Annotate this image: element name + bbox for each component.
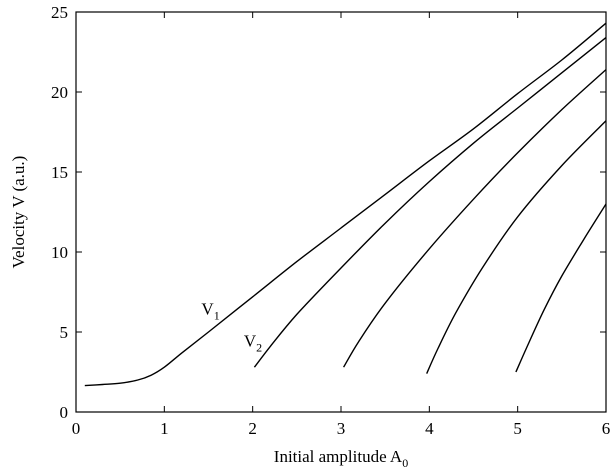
y-tick-label: 15 xyxy=(51,163,68,182)
x-tick-label: 6 xyxy=(602,419,610,438)
plot-frame xyxy=(75,11,607,413)
series-label-1: V1 xyxy=(201,299,219,322)
y-tick-label: 5 xyxy=(60,323,69,342)
x-tick-label: 1 xyxy=(160,419,169,438)
x-tick-label: 0 xyxy=(72,419,81,438)
series-line-2 xyxy=(253,37,607,368)
y-axis-title: Velocity V (a.u.) xyxy=(9,156,28,269)
series-line-4 xyxy=(426,120,607,374)
series-line-5 xyxy=(515,203,607,373)
series-line-1 xyxy=(84,22,607,387)
axis-ticks xyxy=(75,11,607,413)
x-axis-title: Initial amplitude A0 xyxy=(274,447,408,470)
x-tick-label: 4 xyxy=(425,419,434,438)
series-line-3 xyxy=(343,69,607,368)
x-tick-label: 5 xyxy=(513,419,522,438)
x-tick-label: 3 xyxy=(337,419,346,438)
y-tick-label: 0 xyxy=(60,403,69,422)
y-tick-label: 25 xyxy=(51,3,68,22)
series-lines xyxy=(84,22,607,387)
series-label-2: V2 xyxy=(244,331,262,354)
tick-labels: 0 1 2 3 4 5 6 0 5 10 15 20 25 xyxy=(51,3,610,438)
y-tick-label: 20 xyxy=(51,83,68,102)
series-labels: V1 V2 xyxy=(201,299,262,354)
y-tick-label: 10 xyxy=(51,243,68,262)
x-tick-label: 2 xyxy=(248,419,257,438)
